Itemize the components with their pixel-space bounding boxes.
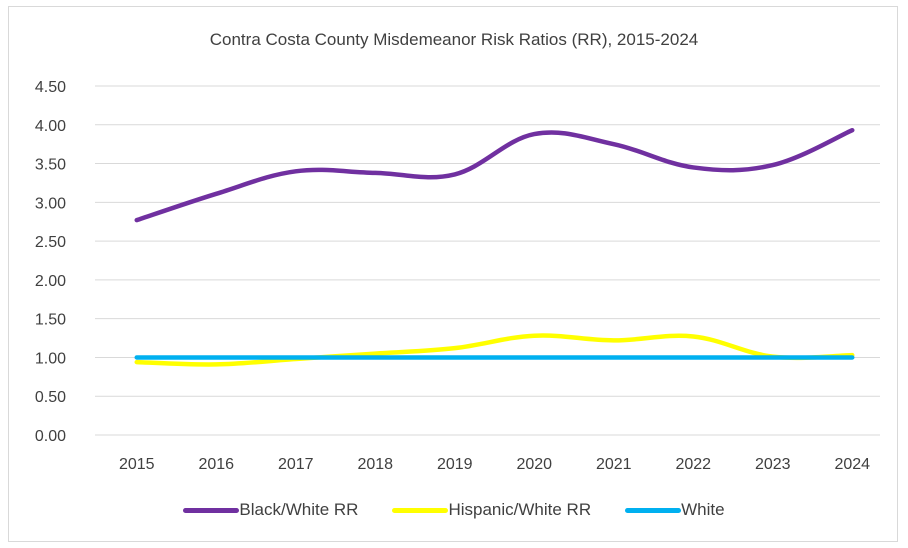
gridlines [95, 85, 880, 436]
y-tick-label: 1.50 [35, 312, 66, 329]
chart-frame [8, 6, 898, 542]
x-tick-label: 2018 [357, 456, 393, 473]
chart-title: Contra Costa County Misdemeanor Risk Rat… [209, 30, 699, 49]
legend-item: White [625, 500, 725, 520]
x-tick-label: 2024 [834, 456, 870, 473]
y-tick-label: 0.00 [35, 428, 66, 445]
x-tick-label: 2020 [516, 456, 552, 473]
legend-item: Hispanic/White RR [392, 500, 591, 520]
legend-label: Black/White RR [239, 500, 359, 519]
x-axis-ticks: 2015 2016 2017 2018 2019 2020 2021 2022 2023 2024 [119, 456, 870, 473]
legend-item: Black/White RR [183, 500, 358, 520]
legend-swatch [183, 507, 240, 513]
x-tick-label: 2021 [596, 456, 632, 473]
y-tick-label: 1.00 [35, 350, 66, 367]
y-tick-label: 2.50 [35, 234, 66, 251]
y-tick-label: 3.00 [35, 195, 66, 212]
series-line-black-white-rr [134, 127, 855, 223]
series-lines [134, 127, 855, 367]
x-tick-label: 2016 [198, 456, 234, 473]
legend-swatch [625, 507, 682, 513]
legend-swatch [392, 507, 449, 513]
x-tick-label: 2023 [755, 456, 791, 473]
x-tick-label: 2015 [119, 456, 155, 473]
y-tick-label: 4.50 [35, 79, 66, 96]
legend-label: White [681, 500, 725, 519]
x-tick-label: 2017 [278, 456, 314, 473]
x-tick-label: 2019 [437, 456, 473, 473]
series-line-hispanic-white-rr [134, 333, 855, 367]
legend: Black/White RR Hispanic/White RR White [0, 500, 908, 520]
y-axis-ticks: 0.00 0.50 1.00 1.50 2.00 2.50 3.00 3.50 4.00 4.50 [35, 79, 66, 445]
legend-label: Hispanic/White RR [448, 500, 592, 519]
x-tick-label: 2022 [675, 456, 711, 473]
y-tick-label: 3.50 [35, 157, 66, 174]
y-tick-label: 2.00 [35, 273, 66, 290]
y-tick-label: 0.50 [35, 389, 66, 406]
y-tick-label: 4.00 [35, 118, 66, 135]
